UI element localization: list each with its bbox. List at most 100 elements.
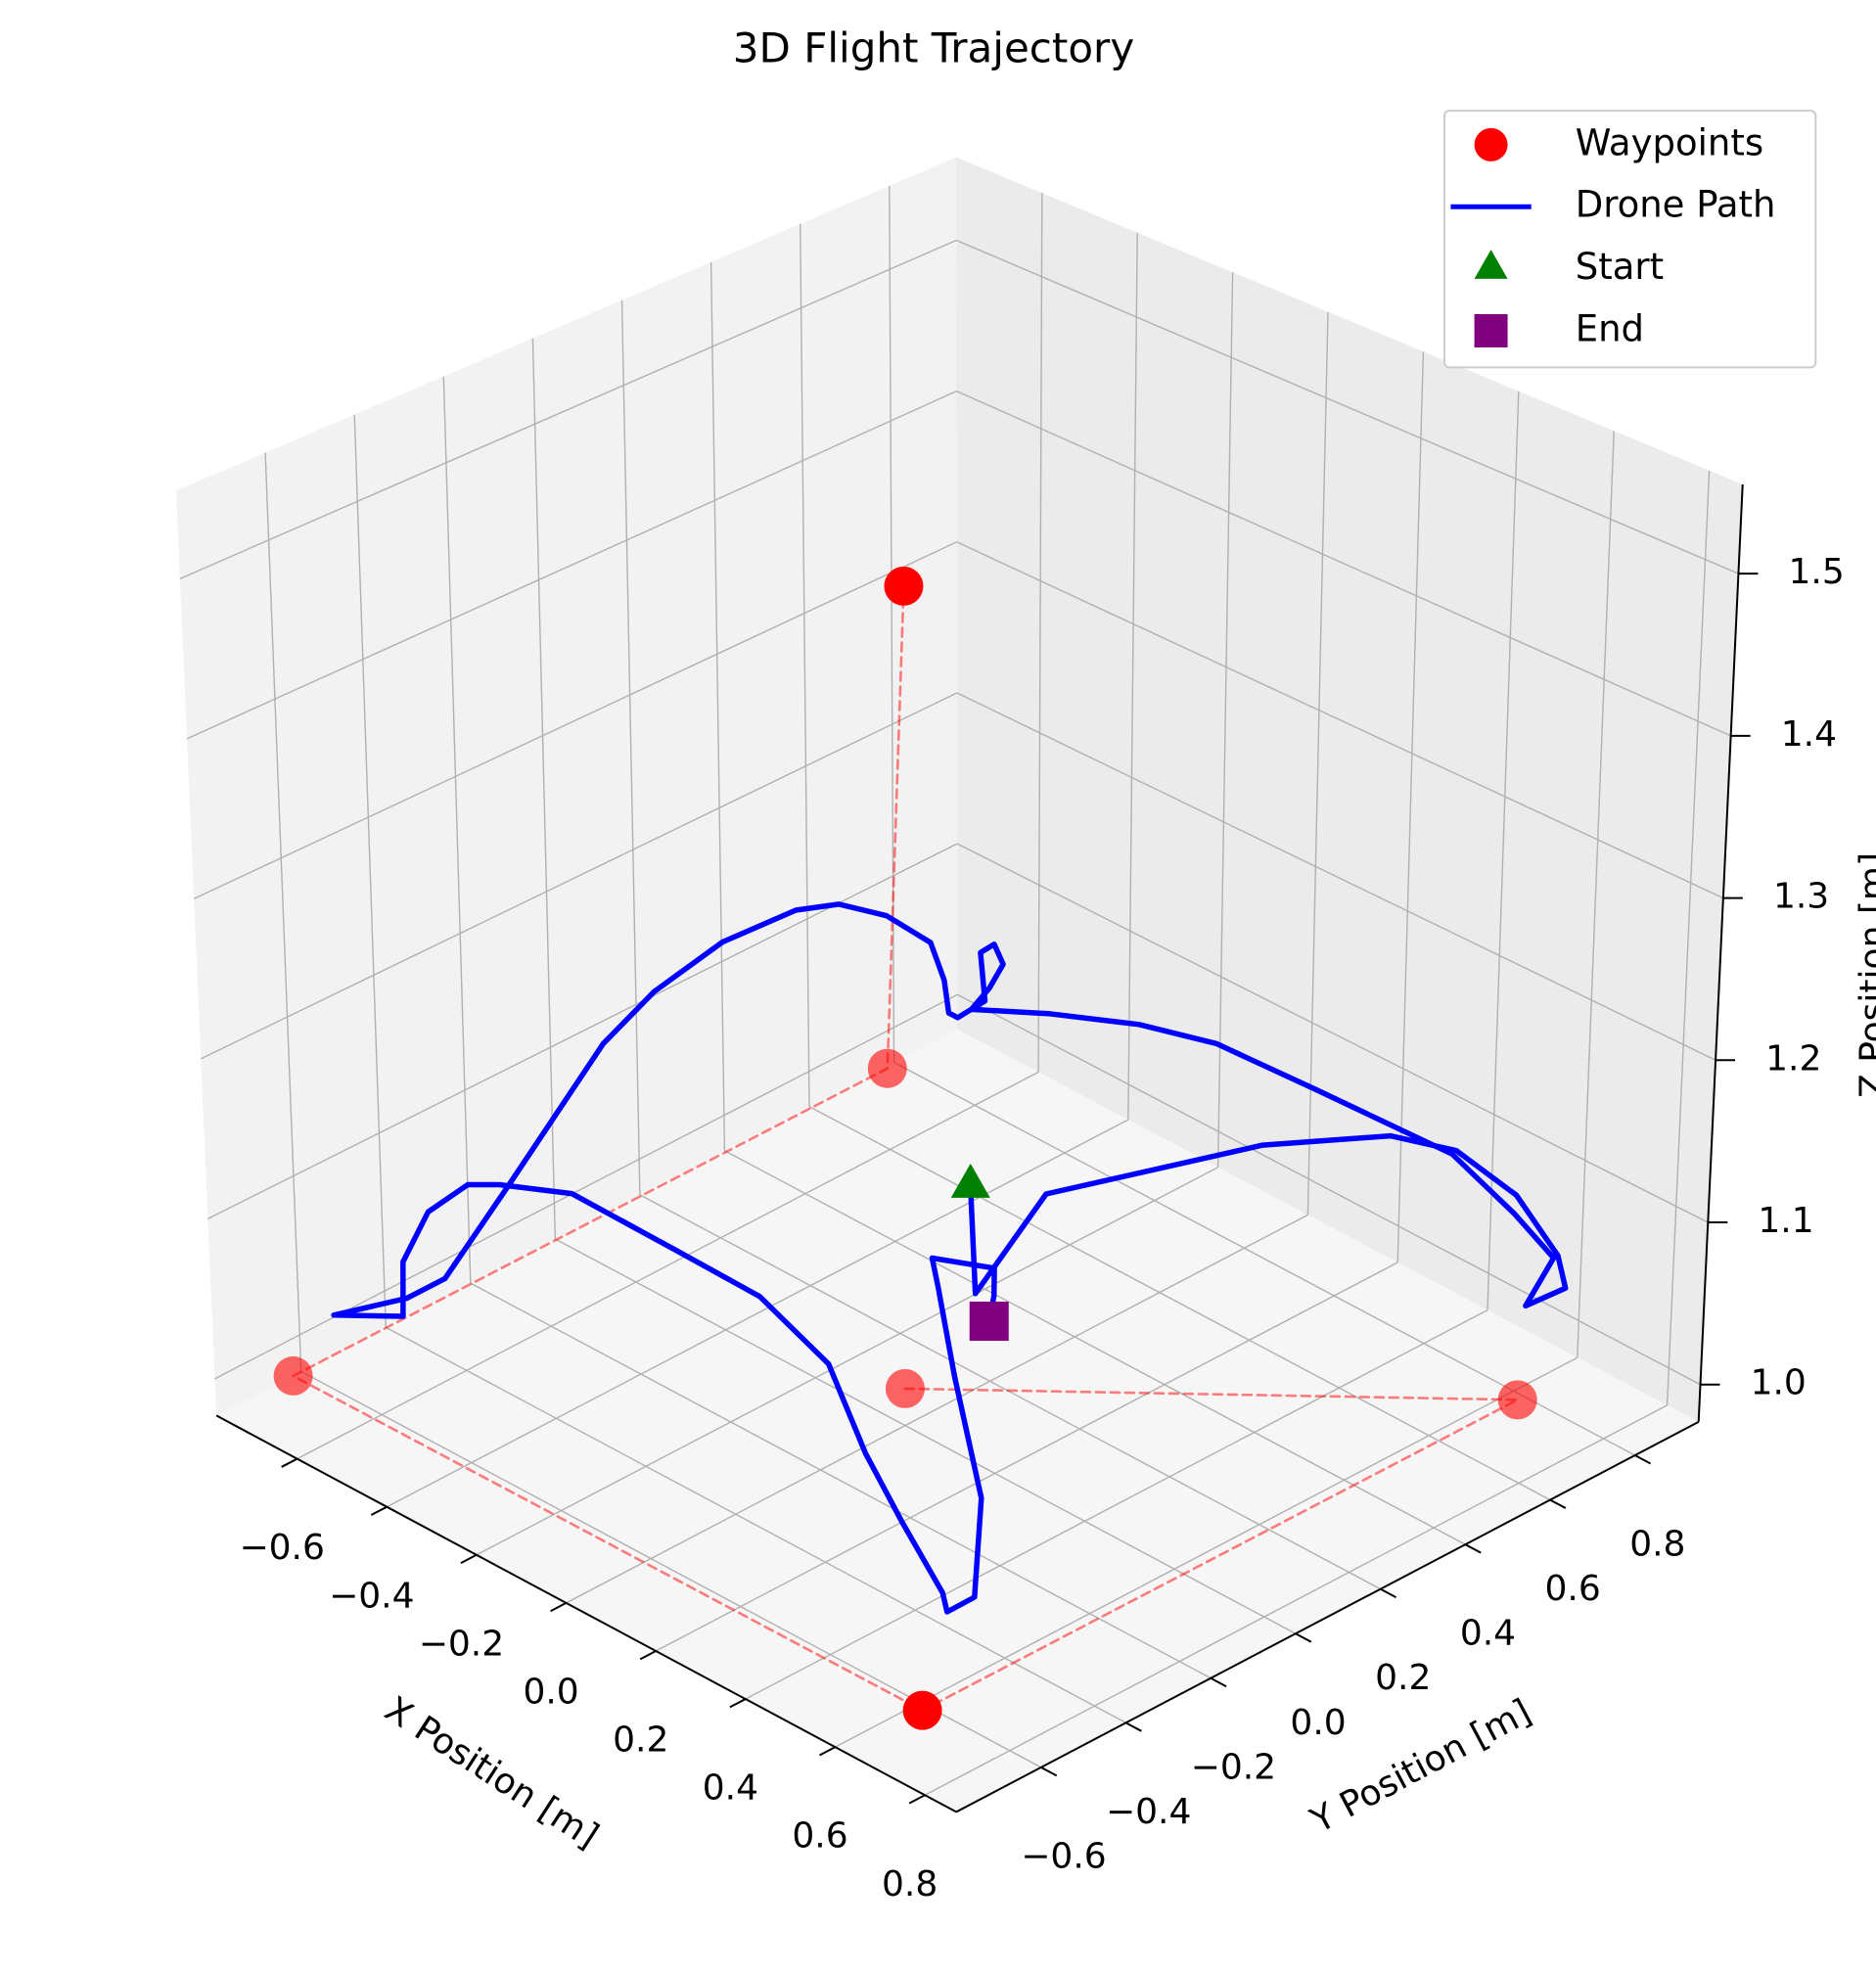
grid-line [470, 1282, 1212, 1679]
z-tick-label: 1.1 [1758, 1201, 1813, 1241]
y-tick [1210, 1676, 1227, 1688]
x-tick-label: 0.6 [792, 1816, 847, 1857]
marker [969, 1302, 1009, 1342]
grid-line [1216, 272, 1234, 1168]
grid-line [1577, 431, 1615, 1358]
pane-right [956, 157, 1743, 1422]
y-tick [1464, 1543, 1482, 1554]
x-tick [460, 1553, 478, 1565]
grid-line [1127, 232, 1138, 1121]
x-tick-label: 0.4 [703, 1768, 758, 1809]
grid-line [745, 1308, 1488, 1700]
x-tick [370, 1505, 388, 1516]
y-tick-label: 0.2 [1375, 1658, 1431, 1698]
drone-path [331, 901, 1569, 1615]
y-axis-line [955, 1420, 1700, 1813]
z-tick-label: 1.3 [1773, 877, 1829, 917]
x-tick [550, 1601, 567, 1613]
grid-line [639, 1194, 1381, 1590]
x-tick-label: 0.0 [523, 1672, 578, 1712]
y-tick [1380, 1587, 1396, 1599]
marker [1497, 1380, 1537, 1420]
marker [885, 1368, 925, 1408]
grid-line [555, 1238, 1297, 1634]
x-tick [281, 1457, 298, 1468]
z-axis-line [1697, 483, 1744, 1422]
grid-line [655, 1262, 1398, 1652]
z-tick-label: 1.4 [1781, 714, 1837, 755]
y-tick [1040, 1766, 1058, 1777]
legend-label: End [1576, 308, 1644, 350]
x-tick-label: −0.2 [419, 1624, 504, 1664]
y-tick-label: −0.6 [1021, 1836, 1106, 1876]
waypoint-link [292, 584, 1519, 1712]
y-tick-label: −0.4 [1106, 1792, 1191, 1832]
marker [273, 1355, 313, 1396]
grid-line [1666, 470, 1711, 1405]
grid-line [808, 1106, 1551, 1501]
z-axis-label: Z Position [m] [1853, 852, 1876, 1098]
grid-line [957, 993, 1701, 1386]
marker [950, 1163, 990, 1198]
grid-line [1487, 390, 1520, 1310]
marker [902, 1690, 942, 1730]
grid-line [956, 390, 1731, 737]
x-tick [908, 1794, 926, 1805]
legend-marker [1474, 250, 1508, 279]
grid-line [297, 1071, 1039, 1460]
grid-line [264, 452, 302, 1372]
legend-label: Waypoints [1576, 121, 1763, 163]
pane-left [176, 157, 958, 1416]
grid-line [566, 1214, 1308, 1604]
grid-line [353, 414, 387, 1328]
grid-line [956, 541, 1724, 899]
grid-line [476, 1167, 1218, 1556]
y-tick [1125, 1721, 1142, 1732]
x-tick-label: −0.4 [329, 1576, 414, 1616]
grid-line [835, 1356, 1579, 1748]
x-tick [819, 1746, 836, 1757]
grid-line [179, 239, 957, 579]
x-tick-label: 0.2 [613, 1721, 668, 1761]
y-tick [1634, 1454, 1652, 1465]
y-tick-label: −0.2 [1191, 1747, 1276, 1787]
grid-line [531, 338, 557, 1240]
y-tick-label: 0.0 [1290, 1703, 1346, 1743]
grid-line [955, 239, 1739, 574]
z-tick-label: 1.0 [1751, 1363, 1807, 1403]
y-tick-label: 0.8 [1629, 1525, 1685, 1565]
x-axis-line [215, 1414, 957, 1813]
grid-line [1396, 351, 1425, 1262]
grid-line [620, 299, 641, 1195]
x-tick [639, 1650, 657, 1661]
x-tick [729, 1698, 747, 1709]
grid-line [800, 223, 810, 1107]
legend-box [1443, 110, 1817, 369]
grid-line [200, 692, 958, 1060]
grid-line [956, 843, 1709, 1223]
grid-line [193, 541, 958, 899]
grid-line [1306, 311, 1329, 1216]
grid-line [386, 1119, 1129, 1508]
legend-label: Drone Path [1576, 184, 1776, 226]
chart-title: 3D Flight Trajectory [733, 24, 1134, 72]
y-tick [1295, 1632, 1312, 1643]
grid-line [956, 692, 1716, 1061]
y-tick [1549, 1498, 1567, 1509]
grid-line [1037, 193, 1043, 1073]
marker [884, 566, 924, 606]
x-tick-label: −0.6 [239, 1528, 324, 1568]
grid-line [709, 261, 726, 1151]
grid-line [724, 1150, 1466, 1545]
grid-line [186, 390, 957, 740]
legend-label: Start [1576, 246, 1664, 288]
grid-line [442, 376, 472, 1284]
marker [867, 1048, 907, 1088]
legend-marker [1474, 127, 1508, 161]
y-tick-label: 0.4 [1460, 1614, 1516, 1654]
x-tick-label: 0.8 [882, 1864, 938, 1904]
y-tick-label: 0.6 [1545, 1569, 1601, 1609]
grid-line [385, 1326, 1126, 1723]
